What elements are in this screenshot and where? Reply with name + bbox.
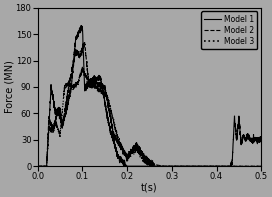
Model 3 (61, 100, 65, 103)
Model 2 (36, 165, 39, 167)
Model 2 (231, 165, 234, 167)
Model 1 (79, 24, 83, 27)
Line: Model 1: Model 1 (38, 26, 261, 166)
Model 1 (36, 165, 39, 167)
Model 3 (231, 165, 234, 167)
Model 3 (260, 165, 263, 167)
Model 1 (75, 38, 78, 40)
Model 2 (61, 121, 65, 124)
Model 3 (81, 66, 84, 68)
Model 2 (260, 165, 263, 167)
Model 3 (255, 165, 259, 167)
Y-axis label: Force (MN): Force (MN) (4, 60, 14, 113)
Model 1 (122, 164, 125, 167)
X-axis label: t(s): t(s) (141, 183, 158, 193)
Line: Model 2: Model 2 (38, 42, 261, 166)
Model 1 (61, 122, 65, 124)
Model 3 (122, 148, 125, 151)
Model 1 (260, 139, 263, 141)
Legend: Model 1, Model 2, Model 3: Model 1, Model 2, Model 3 (201, 11, 258, 49)
Model 3 (36, 165, 39, 167)
Model 1 (132, 165, 135, 167)
Model 2 (75, 51, 78, 53)
Model 1 (255, 139, 259, 142)
Model 2 (83, 40, 86, 43)
Line: Model 3: Model 3 (38, 67, 261, 166)
Model 2 (132, 149, 135, 152)
Model 3 (132, 148, 135, 151)
Model 2 (255, 165, 259, 167)
Model 2 (122, 149, 125, 151)
Model 3 (75, 83, 78, 86)
Model 1 (231, 147, 234, 149)
